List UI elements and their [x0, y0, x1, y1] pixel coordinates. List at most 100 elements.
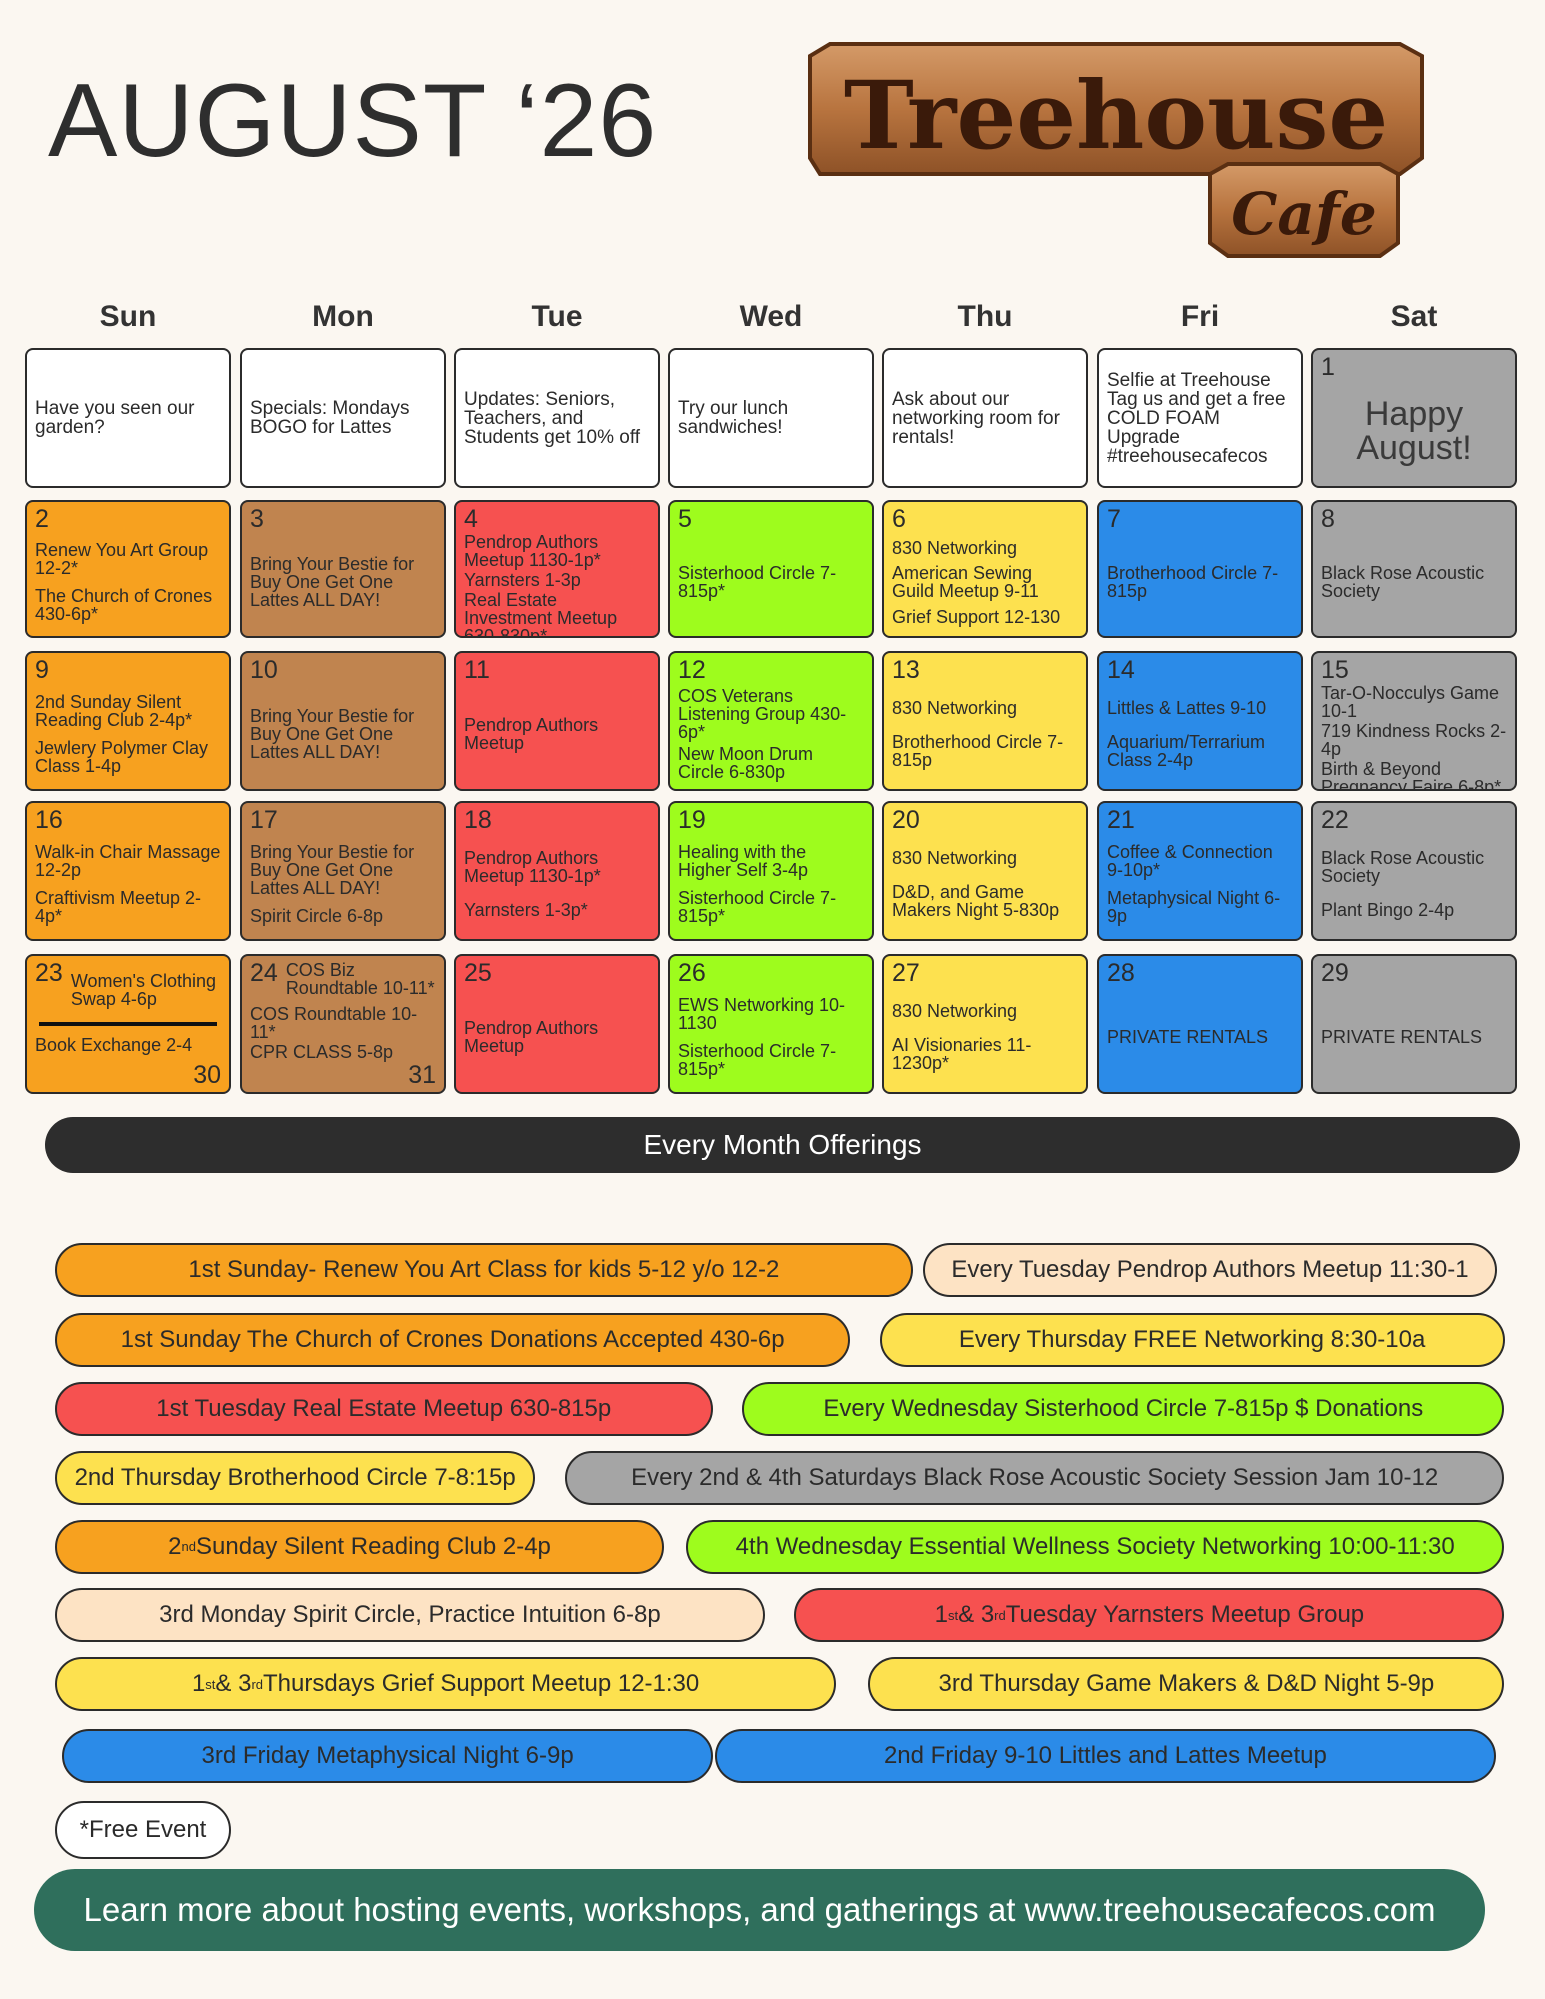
day-cell: 7 Brotherhood Circle 7-815p	[1097, 500, 1303, 638]
offering-text: rd	[994, 1607, 1006, 1623]
offering-text: & 3	[215, 1670, 252, 1698]
events: Walk-in Chair Massage 12-2p Craftivism Me…	[35, 833, 221, 935]
day-number: 26	[678, 959, 706, 987]
day-cell: 12 COS Veterans Listening Group 430-6p* Ne…	[668, 651, 874, 791]
title: AUGUST ‘26	[48, 63, 658, 179]
day-cell: 9 2nd Sunday Silent Reading Club 2-4p* Jew…	[25, 651, 231, 791]
offering-text: 2	[168, 1532, 182, 1560]
events: Black Rose Acoustic Society	[1321, 532, 1507, 632]
events: Bring Your Bestie for Buy One Get One La…	[250, 833, 436, 935]
offering: 2nd Thursday Brotherhood Circle 7-8:15p	[54, 1450, 536, 1505]
cell-bottom: COS Roundtable 10-11* CPR CLASS 5-8p 31	[250, 1004, 436, 1088]
event: Renew You Art Group 12-2*	[35, 540, 209, 579]
event: Ask about our networking room for rental…	[892, 388, 1060, 448]
event: COS Veterans Listening Group 430-6p*	[678, 685, 847, 742]
event: Black Rose Acoustic Society	[1321, 563, 1485, 602]
offering-text: rd	[251, 1676, 264, 1692]
event: Sisterhood Circle 7-815p*	[678, 888, 837, 927]
offering: Every Wednesday Sisterhood Circle 7-815p…	[742, 1381, 1505, 1436]
offering-text: Tuesday Yarnsters Meetup Group	[1005, 1601, 1365, 1629]
event: 2nd Sunday Silent Reading Club 2-4p*	[35, 691, 193, 730]
event: Have you seen our garden?	[35, 398, 195, 438]
day-number: 16	[35, 806, 63, 834]
events: COS Veterans Listening Group 430-6p* New …	[678, 683, 864, 785]
day-cell: 13 830 Networking Brotherhood Circle 7-815…	[882, 651, 1088, 791]
weekday: Sun	[99, 300, 157, 333]
day-cell: 5 Sisterhood Circle 7-815p*	[668, 500, 874, 638]
event: Sisterhood Circle 7-815p*	[678, 1041, 837, 1080]
day-cell: 16 Walk-in Chair Massage 12-2p Craftivism …	[25, 801, 231, 941]
event: Specials: Mondays BOGO for Lattes	[250, 398, 410, 438]
event: Updates: Seniors, Teachers, and Students…	[464, 388, 641, 448]
events: Pendrop Authors Meetup	[464, 683, 650, 785]
offering: 3rd Thursday Game Makers & D&D Night 5-9…	[868, 1657, 1505, 1712]
offering-text: nd	[181, 1539, 196, 1555]
day-cell: Updates: Seniors, Teachers, and Students…	[454, 348, 660, 488]
event: Happy August!	[1356, 395, 1472, 468]
event: New Moon Drum Circle 6-830p	[678, 744, 814, 783]
event: 830 Networking	[892, 1000, 1018, 1021]
day-cell: 2 Renew You Art Group 12-2* The Church of …	[25, 500, 231, 638]
events: PRIVATE RENTALS	[1321, 986, 1507, 1088]
events: 2nd Sunday Silent Reading Club 2-4p* Jewl…	[35, 683, 221, 785]
day-number: 24	[250, 959, 278, 987]
event: Tar-O-Nocculys Game 10-1	[1321, 683, 1500, 722]
events: Updates: Seniors, Teachers, and Students…	[464, 354, 650, 482]
day-cell: 11 Pendrop Authors Meetup	[454, 651, 660, 791]
day-cell: 24 COS Biz Roundtable 10-11* COS Roundtabl…	[240, 954, 446, 1094]
events: COS Biz Roundtable 10-11*	[286, 960, 436, 998]
events: Coffee & Connection 9-10p* Metaphysical N…	[1107, 833, 1293, 935]
event: Pendrop Authors Meetup	[464, 715, 599, 754]
events: Ask about our networking room for rental…	[892, 354, 1078, 482]
events: Happy August!	[1321, 380, 1507, 482]
offering: 3rd Monday Spirit Circle, Practice Intui…	[54, 1588, 765, 1643]
day-cell: 29 PRIVATE RENTALS	[1311, 954, 1517, 1094]
day-number: 3	[250, 505, 264, 533]
event: Littles & Lattes 9-10	[1107, 697, 1267, 718]
event: Brotherhood Circle 7-815p	[892, 732, 1064, 771]
day-number: 29	[1321, 959, 1349, 987]
event: Book Exchange 2-4	[35, 1035, 193, 1056]
event: The Church of Crones 430-6p*	[35, 586, 213, 625]
offering: 3rd Friday Metaphysical Night 6-9p	[62, 1728, 713, 1783]
day-cell: 21 Coffee & Connection 9-10p* Metaphysical…	[1097, 801, 1303, 941]
offering-text: Thursdays Grief Support Meetup 12-1:30	[263, 1670, 700, 1698]
offering-text: st	[205, 1676, 216, 1692]
offering: 1st Sunday The Church of Crones Donation…	[54, 1313, 851, 1368]
events: Specials: Mondays BOGO for Lattes	[250, 354, 436, 482]
offering: 1st Tuesday Real Estate Meetup 630-815p	[54, 1381, 713, 1436]
day-number: 22	[1321, 806, 1349, 834]
event: PRIVATE RENTALS	[1107, 1027, 1269, 1048]
day-number: 15	[1321, 656, 1349, 684]
offering-text: Sunday Silent Reading Club 2-4p	[195, 1532, 551, 1560]
event: Birth & Beyond Pregnancy Faire 6-8p*	[1321, 759, 1502, 791]
day-cell: 25 Pendrop Authors Meetup	[454, 954, 660, 1094]
events: Bring Your Bestie for Buy One Get One La…	[250, 683, 436, 785]
day-number: 5	[678, 505, 692, 533]
offering-text: 1	[934, 1601, 949, 1629]
day-cell: Ask about our networking room for rental…	[882, 348, 1088, 488]
day-number: 20	[892, 806, 920, 834]
weekday: Fri	[1180, 300, 1220, 333]
event: Bring Your Bestie for Buy One Get One La…	[250, 706, 415, 763]
weekday: Tue	[531, 300, 583, 333]
event: Plant Bingo 2-4p	[1321, 900, 1455, 921]
day-cell: 19 Healing with the Higher Self 3-4p Siste…	[668, 801, 874, 941]
day-number: 4	[464, 505, 478, 533]
day-number: 2	[35, 505, 49, 533]
day-cell: 14 Littles & Lattes 9-10 Aquarium/Terrariu…	[1097, 651, 1303, 791]
day-number: 19	[678, 806, 706, 834]
events: Black Rose Acoustic Society Plant Bingo 2…	[1321, 833, 1507, 935]
events: 830 Networking D&D, and Game Makers Night…	[892, 833, 1078, 935]
day-number: 8	[1321, 505, 1335, 533]
event: Spirit Circle 6-8p	[250, 906, 384, 927]
logo-sub: Cafe	[1231, 180, 1377, 248]
events: Renew You Art Group 12-2* The Church of C…	[35, 532, 221, 632]
event: Sisterhood Circle 7-815p*	[678, 563, 837, 602]
weekday: Mon	[312, 300, 374, 333]
events: Pendrop Authors Meetup	[464, 986, 650, 1088]
events: 830 Networking Brotherhood Circle 7-815p	[892, 683, 1078, 785]
sign-plate	[1208, 162, 1400, 258]
